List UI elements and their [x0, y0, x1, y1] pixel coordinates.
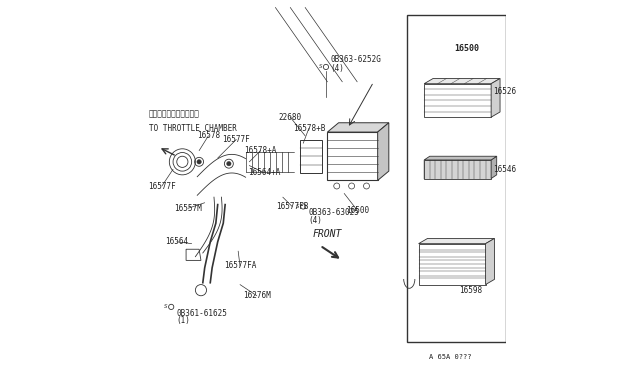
- Text: 16577F: 16577F: [223, 135, 250, 144]
- Text: 16564: 16564: [165, 237, 188, 246]
- Text: 16564+A: 16564+A: [248, 169, 280, 177]
- Polygon shape: [424, 160, 491, 179]
- Polygon shape: [300, 140, 322, 173]
- Text: 16276M: 16276M: [243, 291, 271, 300]
- Text: 16577FB: 16577FB: [276, 202, 308, 211]
- Polygon shape: [424, 84, 491, 117]
- Text: S: S: [296, 204, 300, 209]
- Text: 16578+A: 16578+A: [244, 146, 276, 155]
- Text: 16557M: 16557M: [174, 204, 202, 213]
- Text: 0B363-6252G: 0B363-6252G: [330, 55, 381, 64]
- Polygon shape: [491, 78, 500, 117]
- Text: 16500: 16500: [454, 44, 479, 53]
- Circle shape: [227, 161, 231, 166]
- Text: 16546: 16546: [493, 165, 516, 174]
- Text: 0B363-63025: 0B363-63025: [309, 208, 360, 217]
- Text: FRONT: FRONT: [313, 230, 342, 239]
- Polygon shape: [424, 156, 497, 160]
- Polygon shape: [328, 132, 378, 180]
- Text: 16598: 16598: [460, 286, 483, 295]
- Polygon shape: [419, 238, 495, 244]
- Text: S: S: [164, 304, 168, 310]
- Polygon shape: [424, 78, 500, 84]
- Text: 16577FA: 16577FA: [224, 262, 256, 270]
- Text: (4): (4): [309, 216, 323, 225]
- Text: 22680: 22680: [278, 113, 302, 122]
- Text: 0B361-61625: 0B361-61625: [177, 309, 228, 318]
- Bar: [408, 15, 506, 342]
- Text: 16578+B: 16578+B: [292, 124, 325, 133]
- Polygon shape: [486, 238, 495, 285]
- Polygon shape: [378, 123, 389, 180]
- Polygon shape: [491, 156, 497, 179]
- Text: (1): (1): [177, 316, 191, 325]
- Text: A 65A 0???: A 65A 0???: [429, 354, 472, 360]
- Polygon shape: [186, 249, 201, 260]
- Text: S: S: [319, 64, 323, 70]
- Text: 16500: 16500: [346, 206, 369, 215]
- Text: スロットルチャンバーへ: スロットルチャンバーへ: [149, 109, 200, 118]
- Text: (4): (4): [330, 64, 344, 73]
- Polygon shape: [419, 244, 486, 285]
- Circle shape: [197, 160, 202, 164]
- Text: 16577F: 16577F: [148, 182, 176, 190]
- Polygon shape: [328, 123, 389, 132]
- Text: TO THROTTLE CHAMBER: TO THROTTLE CHAMBER: [149, 124, 237, 133]
- Text: 16578: 16578: [197, 131, 220, 140]
- Text: 16526: 16526: [493, 87, 516, 96]
